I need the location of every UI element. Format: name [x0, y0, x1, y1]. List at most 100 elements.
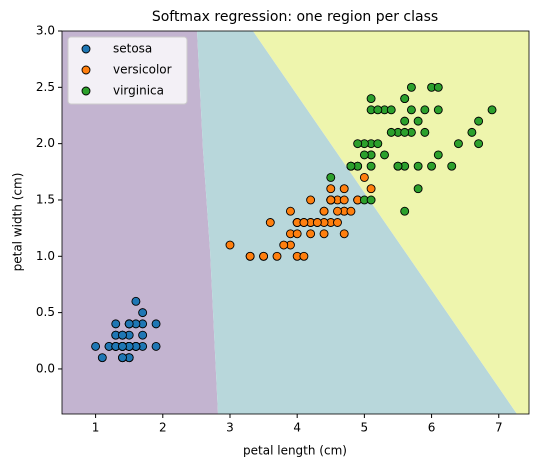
plot-frame — [61, 30, 530, 415]
legend-marker — [81, 86, 91, 96]
x-tick-label: 4 — [293, 421, 301, 435]
point — [265, 218, 275, 227]
legend-marker — [81, 65, 91, 75]
x-tick-label: 7 — [495, 421, 503, 435]
point — [151, 341, 161, 351]
point — [118, 353, 127, 363]
x-tick-label: 3 — [226, 421, 234, 435]
point — [319, 206, 329, 216]
point — [306, 229, 316, 239]
y-tick-label: 2.5 — [36, 80, 55, 94]
point — [292, 229, 302, 239]
y-tick-label: 1.0 — [36, 249, 55, 263]
point — [413, 184, 423, 194]
point — [413, 161, 423, 171]
point — [366, 184, 376, 194]
point — [138, 330, 148, 340]
point — [326, 184, 336, 194]
point — [339, 184, 349, 194]
point — [359, 150, 369, 160]
point — [386, 127, 396, 137]
point — [373, 139, 383, 149]
point — [427, 161, 437, 171]
y-tick-label: 0.5 — [36, 305, 55, 319]
point — [319, 229, 329, 239]
point — [400, 127, 410, 137]
point — [359, 172, 369, 182]
legend-label: versicolor — [113, 63, 172, 77]
point — [366, 195, 376, 205]
point — [346, 206, 356, 216]
point — [333, 218, 342, 227]
legend-label: setosa — [113, 42, 152, 56]
y-tick-label: 2.0 — [36, 136, 55, 150]
point — [131, 296, 141, 306]
x-tick-label: 2 — [159, 421, 167, 435]
point — [259, 251, 269, 261]
point — [413, 116, 423, 126]
point — [433, 105, 443, 115]
x-tick-label: 6 — [428, 421, 436, 435]
point — [299, 251, 309, 261]
x-tick-label: 5 — [361, 421, 369, 435]
point — [420, 105, 430, 115]
point — [474, 116, 484, 126]
point — [400, 94, 410, 104]
region-versicolor — [197, 31, 517, 414]
point — [245, 251, 255, 261]
point — [366, 161, 376, 171]
point — [279, 240, 289, 250]
region-virginica — [253, 31, 529, 414]
point — [346, 161, 356, 171]
point — [447, 161, 457, 171]
point — [225, 240, 235, 250]
point — [453, 139, 463, 149]
point — [299, 218, 309, 227]
point — [333, 206, 342, 216]
point — [400, 206, 410, 216]
point — [326, 172, 336, 182]
point — [339, 195, 349, 205]
point — [97, 353, 107, 363]
point — [386, 105, 396, 115]
x-tick-label: 1 — [92, 421, 100, 435]
point — [286, 206, 295, 216]
point — [306, 195, 316, 205]
point — [138, 308, 148, 318]
point — [433, 82, 443, 92]
point — [111, 319, 121, 329]
point — [118, 330, 127, 340]
point — [400, 116, 410, 126]
point — [118, 341, 127, 351]
point — [151, 319, 161, 329]
legend-label: virginica — [113, 84, 164, 98]
point — [373, 105, 383, 115]
point — [91, 341, 101, 351]
point — [474, 139, 484, 149]
point — [393, 161, 403, 171]
point — [272, 251, 282, 261]
point — [326, 195, 336, 205]
point — [406, 105, 416, 115]
point — [312, 218, 322, 227]
point — [353, 139, 363, 149]
y-tick-label: 1.5 — [36, 192, 55, 206]
point — [339, 229, 349, 239]
point — [380, 150, 389, 160]
chart-title: Softmax regression: one region per class — [152, 9, 438, 25]
y-axis-label: petal width (cm) — [11, 173, 25, 272]
region-setosa — [62, 31, 218, 414]
point — [467, 127, 477, 137]
point — [420, 127, 430, 137]
point — [487, 105, 497, 115]
point — [433, 150, 443, 160]
y-tick-label: 0.0 — [36, 361, 55, 375]
point — [366, 94, 376, 104]
y-tick-label: 3.0 — [36, 24, 55, 38]
legend-box — [67, 36, 188, 105]
point — [124, 319, 134, 329]
legend-marker — [81, 44, 91, 54]
x-axis-label: petal length (cm) — [243, 444, 347, 458]
point — [406, 82, 416, 92]
